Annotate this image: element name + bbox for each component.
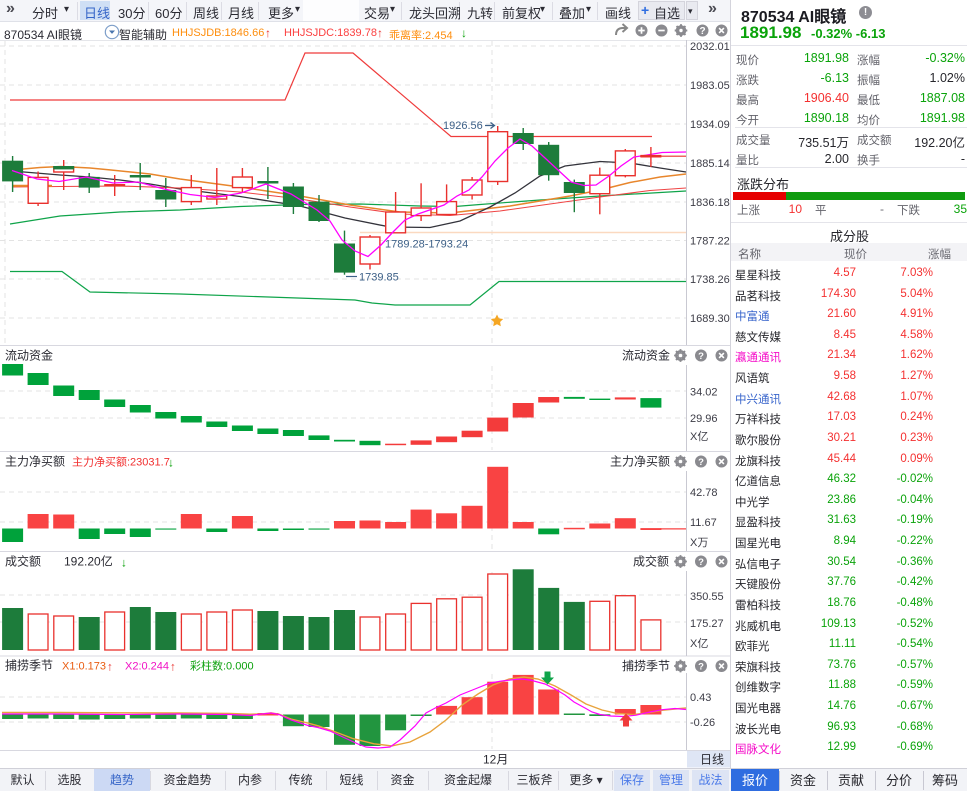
svg-text:X1:0.173: X1:0.173 bbox=[62, 661, 106, 673]
svg-text:12月: 12月 bbox=[483, 753, 508, 767]
svg-text:↑: ↑ bbox=[107, 660, 113, 674]
svg-text:成交额: 成交额 bbox=[5, 554, 41, 569]
svg-text:1738.26: 1738.26 bbox=[690, 274, 730, 286]
svg-text:175.27: 175.27 bbox=[690, 618, 724, 630]
svg-text:主力净买额:23031.7: 主力净买额:23031.7 bbox=[72, 455, 170, 469]
svg-text:↑: ↑ bbox=[170, 660, 176, 674]
svg-text:350.55: 350.55 bbox=[690, 591, 724, 603]
svg-text:1739.85: 1739.85 bbox=[359, 272, 399, 284]
svg-text:0.43: 0.43 bbox=[690, 692, 711, 704]
svg-text:-0.26: -0.26 bbox=[690, 717, 715, 729]
svg-text:?: ? bbox=[698, 457, 704, 468]
svg-text:彩柱数:0.000: 彩柱数:0.000 bbox=[190, 659, 254, 673]
svg-text:?: ? bbox=[699, 26, 705, 37]
svg-text:↓: ↓ bbox=[168, 456, 174, 470]
svg-text:捕捞季节: 捕捞季节 bbox=[5, 658, 53, 673]
svg-text:34.02: 34.02 bbox=[690, 387, 718, 399]
svg-text:1689.30: 1689.30 bbox=[690, 313, 730, 325]
svg-text:1926.56: 1926.56 bbox=[443, 120, 483, 132]
svg-text:42.78: 42.78 bbox=[690, 487, 718, 499]
svg-text:X亿: X亿 bbox=[690, 430, 708, 443]
svg-text:日线: 日线 bbox=[700, 753, 724, 767]
svg-text:?: ? bbox=[698, 351, 704, 362]
svg-text:1836.18: 1836.18 bbox=[690, 197, 730, 209]
svg-text:?: ? bbox=[698, 557, 704, 568]
svg-text:X万: X万 bbox=[690, 537, 708, 549]
svg-text:1934.09: 1934.09 bbox=[690, 119, 730, 131]
svg-text:11.67: 11.67 bbox=[690, 517, 717, 529]
svg-text:1983.05: 1983.05 bbox=[690, 80, 730, 92]
svg-text:主力净买额: 主力净买额 bbox=[610, 455, 670, 469]
svg-text:1885.14: 1885.14 bbox=[690, 158, 730, 170]
svg-text:1787.22: 1787.22 bbox=[690, 236, 730, 248]
svg-text:捕捞季节: 捕捞季节 bbox=[622, 658, 670, 673]
svg-text:2032.01: 2032.01 bbox=[690, 41, 730, 53]
svg-text:主力净买额: 主力净买额 bbox=[5, 455, 65, 469]
svg-text:192.20亿: 192.20亿 bbox=[64, 554, 113, 569]
svg-text:?: ? bbox=[698, 661, 704, 672]
svg-text:X亿: X亿 bbox=[690, 637, 708, 650]
svg-text:流动资金: 流动资金 bbox=[622, 348, 670, 363]
svg-text:流动资金: 流动资金 bbox=[5, 348, 53, 363]
svg-text:成交额: 成交额 bbox=[633, 554, 669, 569]
svg-text:29.96: 29.96 bbox=[690, 413, 718, 425]
svg-text:↓: ↓ bbox=[121, 556, 127, 570]
svg-text:X2:0.244: X2:0.244 bbox=[125, 661, 169, 673]
svg-text:1789.28-1793.24: 1789.28-1793.24 bbox=[385, 239, 468, 251]
